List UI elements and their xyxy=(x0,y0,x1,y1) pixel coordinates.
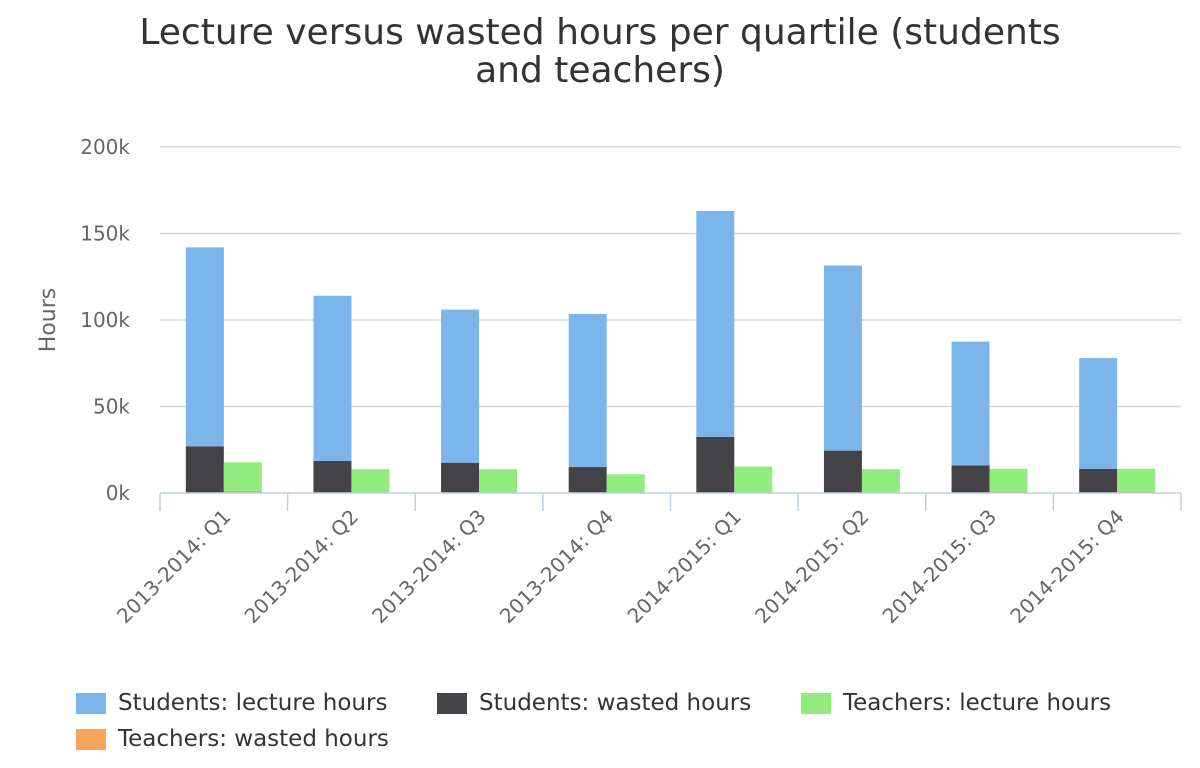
bar-segment[interactable] xyxy=(823,265,862,451)
legend-label: Students: wasted hours xyxy=(479,690,752,716)
bar-segment[interactable] xyxy=(989,468,1028,492)
bar-segment[interactable] xyxy=(1079,468,1118,493)
bar-segment[interactable] xyxy=(441,462,480,493)
legend-label: Teachers: lecture hours xyxy=(843,690,1112,716)
chart-title: Lecture versus wasted hours per quartile… xyxy=(139,12,1061,91)
bar-segment[interactable] xyxy=(568,313,607,468)
bar-segment[interactable] xyxy=(951,465,990,493)
bar-segment[interactable] xyxy=(223,490,262,493)
bar-segment[interactable] xyxy=(1117,468,1156,492)
legend-swatch-students-wasted xyxy=(437,692,467,714)
bar-segment[interactable] xyxy=(185,247,224,447)
legend-item-students-wasted[interactable]: Students: wasted hours xyxy=(437,689,751,717)
y-tick-label: 50k xyxy=(93,395,130,419)
y-axis-title: Hours xyxy=(36,288,61,352)
y-tick-label: 100k xyxy=(80,308,130,332)
legend-item-students-lecture[interactable]: Students: lecture hours xyxy=(76,689,387,717)
bar-segment[interactable] xyxy=(568,467,607,493)
bar-segment[interactable] xyxy=(185,446,224,493)
x-tick-label: 2014-2015: Q4 xyxy=(1005,505,1128,628)
y-tick-label: 150k xyxy=(80,222,130,246)
bar-segment[interactable] xyxy=(1117,491,1156,493)
grid-lines xyxy=(160,146,1181,408)
bar-segment[interactable] xyxy=(951,341,990,466)
bar-segment[interactable] xyxy=(223,462,262,491)
legend-item-teachers-lecture[interactable]: Teachers: lecture hours xyxy=(801,689,1111,717)
bar-segment[interactable] xyxy=(479,469,518,493)
legend-label: Teachers: wasted hours xyxy=(118,726,389,752)
legend-label: Students: lecture hours xyxy=(118,690,388,716)
bar-segment[interactable] xyxy=(989,491,1028,493)
x-tick-label: 2013-2014: Q1 xyxy=(112,505,235,628)
x-tick-label: 2014-2015: Q2 xyxy=(750,505,873,628)
bar-segment[interactable] xyxy=(351,469,390,493)
y-tick-label: 0k xyxy=(106,481,131,505)
bar-segment[interactable] xyxy=(1079,358,1118,469)
bars xyxy=(185,211,1156,493)
bar-segment[interactable] xyxy=(606,474,645,493)
x-tick-label: 2013-2014: Q2 xyxy=(240,505,363,628)
legend-item-teachers-wasted[interactable]: Teachers: wasted hours xyxy=(76,725,389,753)
legend-swatch-teachers-wasted xyxy=(76,728,106,750)
bar-segment[interactable] xyxy=(861,469,900,493)
x-tick-label: 2013-2014: Q3 xyxy=(367,505,490,628)
bar-segment[interactable] xyxy=(313,295,352,461)
bar-segment[interactable] xyxy=(734,466,773,493)
bar-segment[interactable] xyxy=(823,450,862,493)
x-tick-label: 2013-2014: Q4 xyxy=(495,505,618,628)
bar-segment[interactable] xyxy=(696,436,735,493)
bar-segment[interactable] xyxy=(441,309,480,463)
x-tick-label: 2014-2015: Q3 xyxy=(878,505,1001,628)
bar-segment[interactable] xyxy=(696,211,735,437)
x-tick-label: 2014-2015: Q1 xyxy=(622,505,745,628)
y-tick-label: 200k xyxy=(80,135,130,159)
bar-segment[interactable] xyxy=(313,460,352,493)
legend-swatch-teachers-lecture xyxy=(801,692,831,714)
axis-labels: Hours xyxy=(36,288,61,352)
legend-swatch-students-lecture xyxy=(76,692,106,714)
